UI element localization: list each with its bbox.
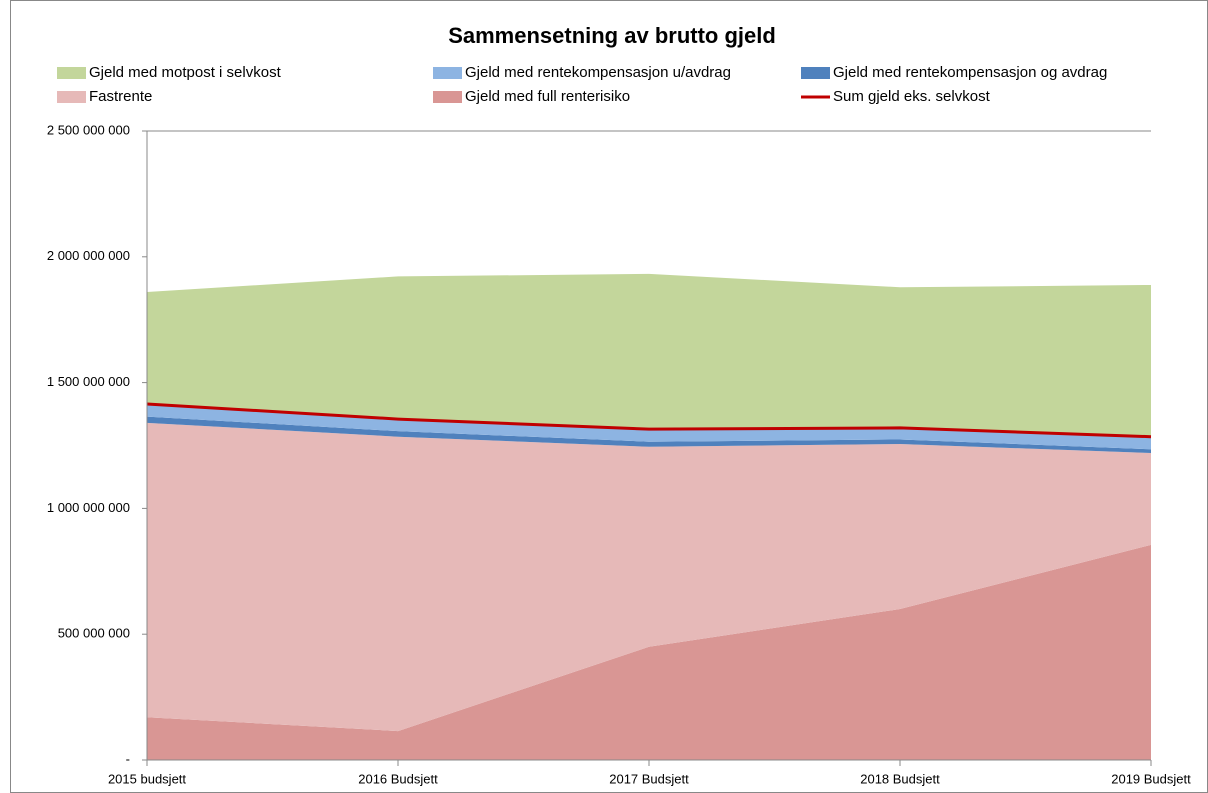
y-tick-label: - <box>126 751 130 766</box>
legend-label: Sum gjeld eks. selvkost <box>833 88 991 105</box>
legend-swatch <box>57 91 86 103</box>
y-tick-label: 1 000 000 000 <box>47 500 130 515</box>
x-tick-label: 2015 budsjett <box>108 771 186 786</box>
x-tick-label: 2019 Budsjett <box>1111 771 1191 786</box>
area <box>147 416 1151 454</box>
area <box>147 544 1151 760</box>
legend-swatch <box>801 67 830 79</box>
x-tick-label: 2018 Budsjett <box>860 771 940 786</box>
legend-label: Gjeld med motpost i selvkost <box>89 64 282 81</box>
legend-swatch <box>433 67 462 79</box>
x-tick-label: 2016 Budsjett <box>358 771 438 786</box>
x-tick-label: 2017 Budsjett <box>609 771 689 786</box>
area <box>147 422 1151 732</box>
y-tick-label: 1 500 000 000 <box>47 374 130 389</box>
legend-swatch <box>433 91 462 103</box>
legend-label: Gjeld med rentekompensasjon og avdrag <box>833 64 1107 81</box>
legend-label: Gjeld med full renterisiko <box>465 88 630 105</box>
legend-label: Fastrente <box>89 88 152 105</box>
area <box>147 403 1151 450</box>
sum-line <box>146 402 1152 439</box>
y-tick-label: 2 000 000 000 <box>47 248 130 263</box>
chart-title: Sammensetning av brutto gjeld <box>448 23 776 48</box>
area <box>147 273 1151 437</box>
legend-swatch <box>57 67 86 79</box>
y-tick-label: 500 000 000 <box>58 626 130 641</box>
legend-label: Gjeld med rentekompensasjon u/avdrag <box>465 64 731 81</box>
y-tick-label: 2 500 000 000 <box>47 122 130 137</box>
